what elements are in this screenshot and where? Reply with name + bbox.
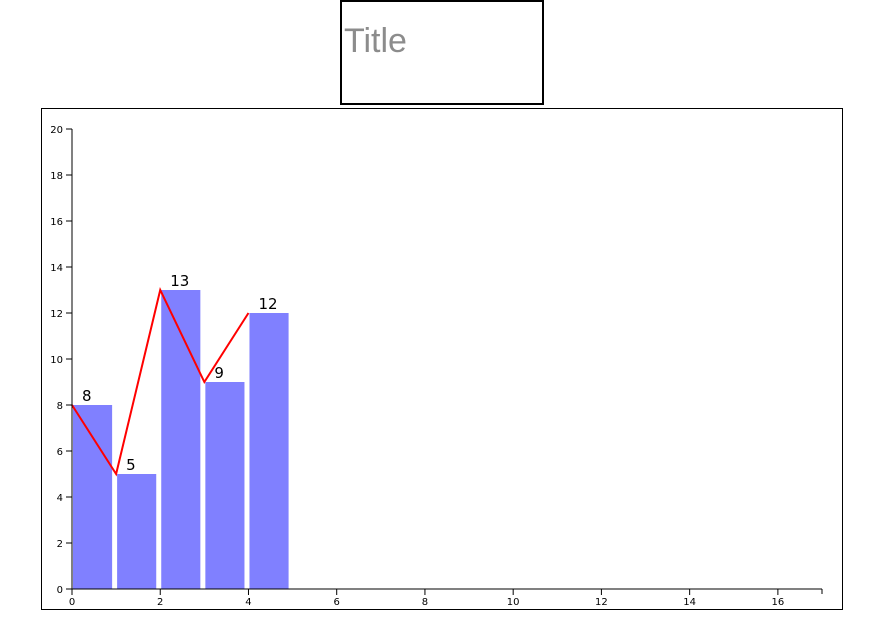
x-tick-label: 10 [507,597,520,608]
y-tick-label: 0 [57,585,63,596]
y-tick-label: 2 [57,539,63,550]
bar [161,290,201,589]
chart-title: Title [344,22,407,60]
chart-frame: 8 5 13 9 12 0 2 4 6 8 10 12 14 16 18 20 0 2 4 6 8 10 12 14 16 [41,108,843,610]
chart-plot: 8 5 13 9 12 0 2 4 6 8 10 12 14 16 18 20 0 2 4 6 8 10 12 14 16 [50,125,823,608]
y-tick-label: 8 [57,401,63,412]
x-tick-label: 8 [422,597,428,608]
x-tick-label: 16 [772,597,785,608]
x-tick-label: 2 [157,597,163,608]
y-tick-label: 18 [50,171,63,182]
data-label: 8 [82,387,92,405]
y-tick-label: 14 [50,263,63,274]
y-tick-label: 4 [57,493,63,504]
data-label: 13 [170,272,189,290]
bar [73,405,113,589]
data-label: 5 [126,456,136,474]
bar [205,382,245,589]
y-tick-label: 10 [50,355,63,366]
line-series [71,287,250,477]
x-tick-label: 6 [334,597,340,608]
bar [249,313,289,589]
bar [117,474,157,589]
data-label: 12 [258,295,277,313]
data-label: 9 [214,364,224,382]
chart-title-box: Title [340,0,544,105]
x-tick-label: 0 [69,597,75,608]
y-tick-label: 20 [50,125,63,136]
y-tick-label: 16 [50,217,63,228]
x-tick-label: 12 [595,597,608,608]
x-tick-label: 14 [683,597,696,608]
y-tick-label: 6 [57,447,63,458]
y-tick-label: 12 [50,309,63,320]
x-tick-label: 4 [245,597,251,608]
